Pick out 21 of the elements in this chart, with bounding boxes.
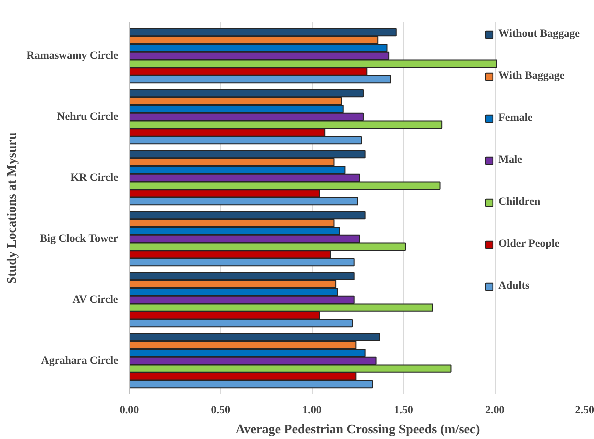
legend-label: Older People: [498, 238, 560, 250]
y-tick-label: AV Circle: [72, 294, 118, 306]
x-tick-label: 1.00: [302, 404, 322, 416]
y-tick-label: KR Circle: [70, 172, 119, 184]
x-tick-label: 2.50: [575, 404, 594, 416]
legend-label: Adults: [498, 280, 530, 292]
x-axis-title: Average Pedestrian Crossing Speeds (m/sec): [236, 422, 480, 436]
legend-label: With Baggage: [498, 70, 565, 82]
x-tick-label: 1.50: [394, 404, 414, 416]
y-tick-label: Big Clock Tower: [40, 232, 118, 245]
y-tick-label: Ramaswamy Circle: [26, 50, 119, 62]
y-tick-label: Nehru Circle: [57, 111, 119, 124]
x-tick-label: 0.00: [120, 404, 140, 416]
legend-label: Children: [498, 196, 541, 208]
x-tick-label: 0.50: [211, 404, 232, 416]
legend-label: Male: [498, 154, 522, 166]
legend-label: Without Baggage: [498, 28, 580, 40]
y-tick-label: Agrahara Circle: [41, 354, 119, 367]
y-axis-title: Study Locations at Mysuru: [4, 132, 19, 284]
x-tick-label: 2.00: [485, 404, 506, 416]
legend-label: Female: [498, 112, 533, 124]
